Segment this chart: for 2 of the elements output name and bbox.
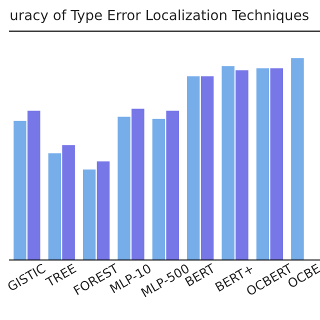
bar [290, 56, 305, 260]
chart-title: uracy of Type Error Localization Techniques [10, 10, 308, 23]
